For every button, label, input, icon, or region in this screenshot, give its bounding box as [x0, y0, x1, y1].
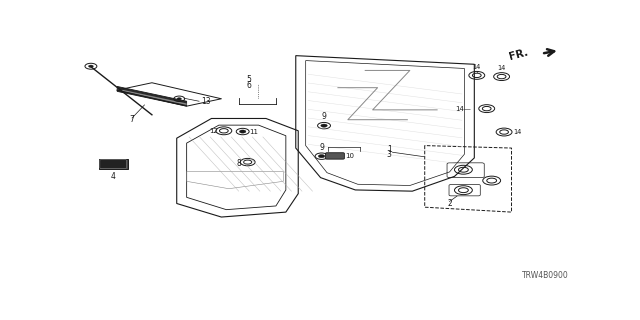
Text: 14: 14 [497, 65, 506, 71]
Circle shape [239, 130, 246, 133]
Circle shape [88, 65, 93, 68]
Text: 14: 14 [472, 64, 481, 70]
Text: 12: 12 [209, 128, 218, 134]
Polygon shape [117, 89, 187, 105]
Text: 14: 14 [513, 129, 522, 135]
Text: 7: 7 [130, 115, 134, 124]
Text: 11: 11 [250, 129, 259, 134]
Text: 4: 4 [111, 172, 116, 181]
Text: FR.: FR. [508, 47, 529, 62]
Text: 9: 9 [319, 143, 324, 152]
Text: 3: 3 [387, 150, 392, 159]
Text: 14—: 14— [455, 106, 471, 112]
Circle shape [177, 98, 181, 100]
FancyBboxPatch shape [100, 160, 127, 169]
Text: 8: 8 [237, 159, 242, 168]
Text: 9: 9 [321, 112, 326, 121]
Text: 10: 10 [346, 153, 355, 159]
Polygon shape [117, 86, 187, 106]
Text: 2: 2 [447, 199, 452, 208]
Text: 13: 13 [201, 97, 211, 106]
Text: 5: 5 [246, 75, 251, 84]
Text: TRW4B0900: TRW4B0900 [522, 271, 568, 280]
Text: 6: 6 [246, 81, 251, 90]
FancyBboxPatch shape [99, 159, 127, 169]
Circle shape [318, 155, 324, 158]
Circle shape [321, 124, 327, 127]
Text: 1: 1 [387, 145, 392, 154]
FancyBboxPatch shape [326, 153, 344, 159]
